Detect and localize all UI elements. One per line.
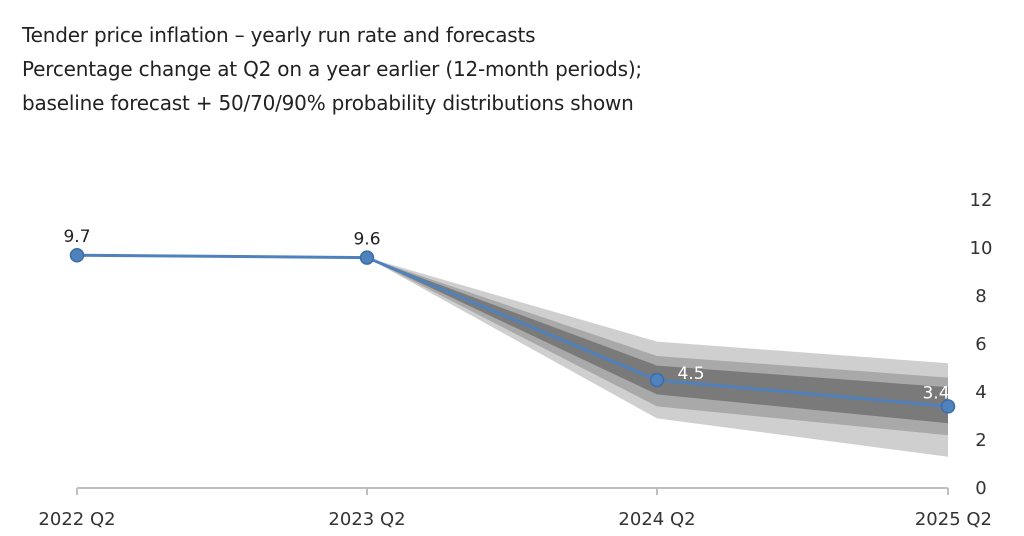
x-tick-label: 2024 Q2 (618, 509, 695, 530)
chart-title: Tender price inflation – yearly run rate… (22, 23, 536, 47)
y-tick-label: 2 (975, 430, 986, 451)
y-tick-label: 12 (970, 190, 993, 211)
forecast-bands (367, 257, 948, 457)
x-tick-label: 2025 Q2 (915, 509, 992, 530)
chart-title-block: Tender price inflation – yearly run rate… (22, 18, 782, 120)
y-tick-label: 6 (975, 334, 986, 355)
data-label: 3.4 (922, 383, 949, 403)
chart-subtitle-line-1: Percentage change at Q2 on a year earlie… (22, 57, 642, 81)
series-marker (940, 399, 956, 414)
series-marker (69, 247, 85, 263)
series-line-group (76, 253, 949, 408)
data-labels: 9.7 9.6 4.5 3.4 (63, 227, 949, 403)
chart-subtitle-line-2: baseline forecast + 50/70/90% probabilit… (22, 91, 634, 115)
series-line (76, 253, 949, 408)
x-tick-label: 2022 Q2 (38, 509, 115, 530)
y-tick-label: 8 (975, 286, 986, 307)
data-label: 9.7 (63, 227, 90, 247)
forecast-band-50 (367, 257, 948, 424)
y-tick-label: 0 (975, 478, 986, 499)
series-marker (359, 250, 375, 265)
data-label: 4.5 (677, 364, 704, 384)
data-label: 9.6 (353, 230, 380, 250)
x-axis: 2022 Q2 2023 Q2 2024 Q2 2025 Q2 (38, 487, 992, 530)
x-tick-label: 2023 Q2 (328, 509, 405, 530)
series-markers (69, 247, 956, 414)
series-marker (649, 372, 665, 388)
y-tick-label: 10 (970, 238, 993, 259)
y-tick-label: 4 (975, 382, 986, 403)
y-axis: 0 2 4 6 8 10 12 (970, 190, 993, 499)
